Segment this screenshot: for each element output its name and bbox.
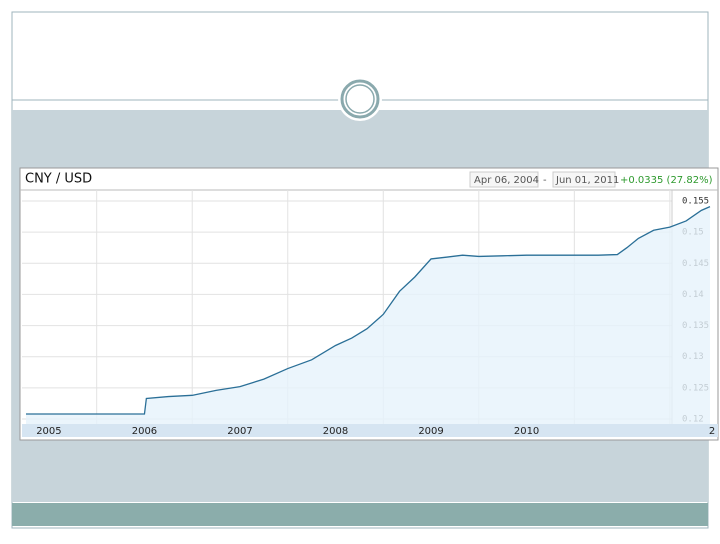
change: +0.0335 (27.82%)	[620, 175, 713, 186]
ornament-ring	[345, 84, 375, 114]
x-tick-label: 2	[709, 426, 715, 437]
x-tick-label: 2005	[36, 426, 61, 437]
date-box[interactable]	[469, 171, 539, 188]
line	[26, 206, 711, 415]
x-tick-label: 2010	[514, 426, 539, 437]
ornament	[338, 77, 382, 121]
area	[26, 206, 710, 424]
date-end: Jun 01, 2011	[555, 175, 619, 186]
x-tick-label: 2009	[418, 426, 443, 437]
ornament-ring	[340, 79, 380, 119]
x-tick-label: 2008	[323, 426, 348, 437]
footer-band	[12, 503, 708, 526]
x-tick-label: 2006	[132, 426, 157, 437]
y-tick-label: 0.155	[682, 197, 709, 207]
date-box[interactable]	[552, 171, 616, 188]
chart-title: CNY / USD	[25, 172, 92, 187]
x-tick-label: 2007	[227, 426, 252, 437]
date-start: Apr 06, 2004	[474, 175, 539, 186]
x-axis-strip	[22, 424, 718, 437]
date-separator: -	[543, 175, 547, 186]
